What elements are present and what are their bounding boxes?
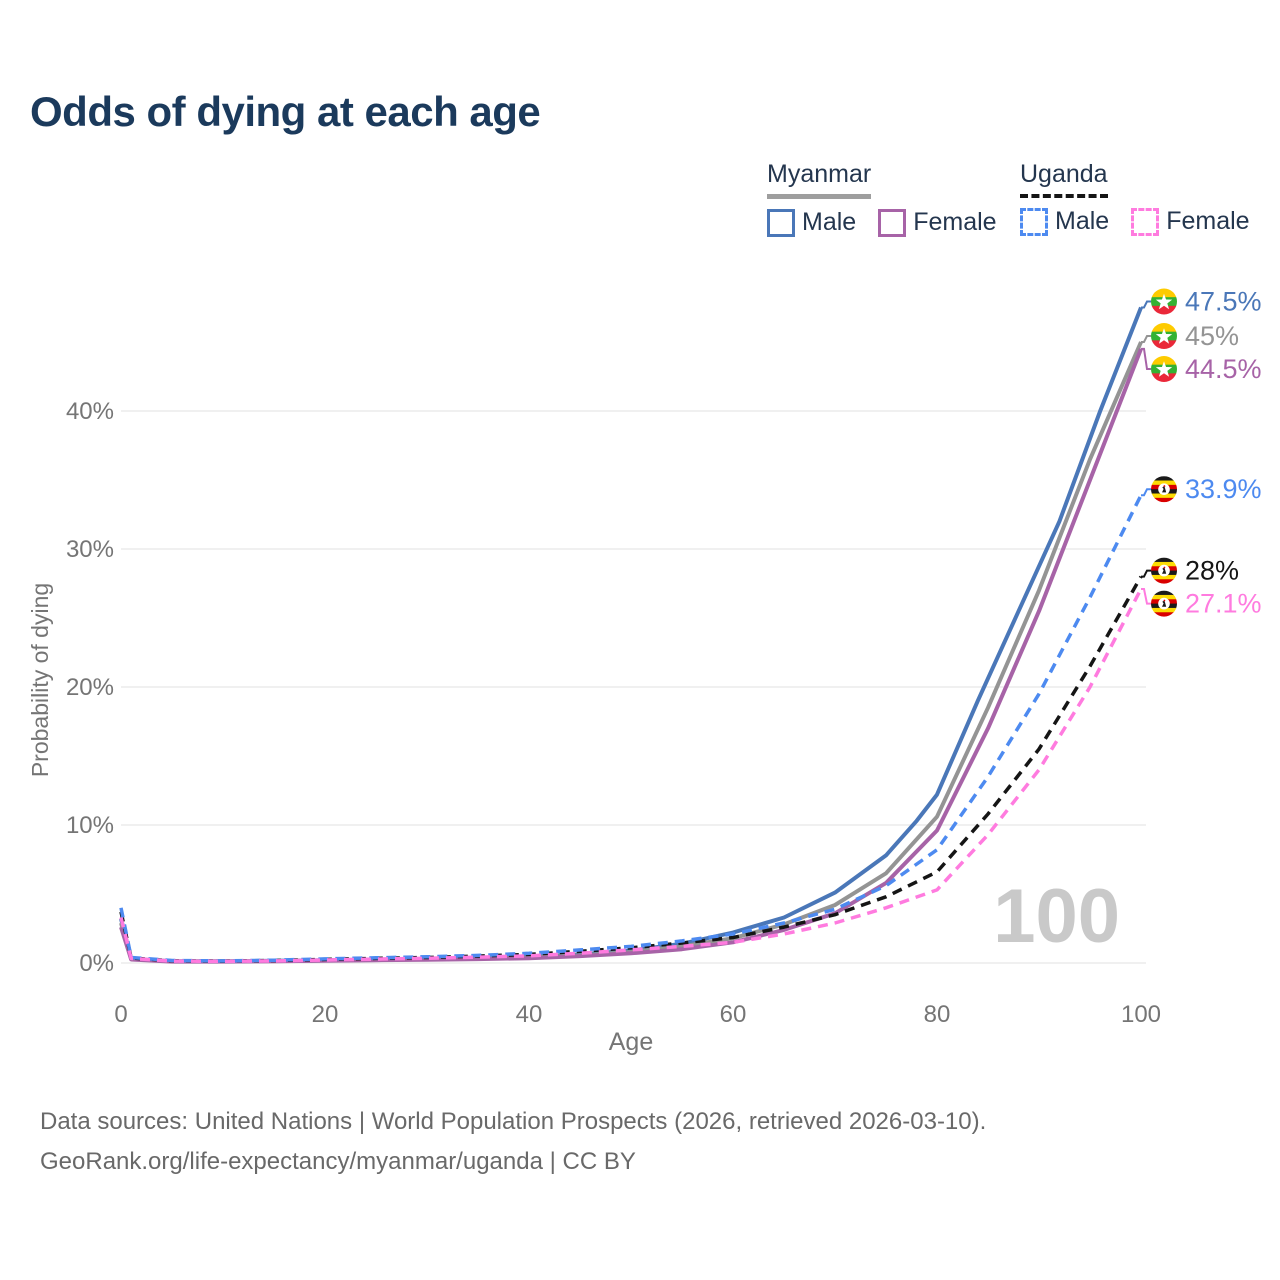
end-value-label-uganda-both: 28% <box>1185 556 1239 586</box>
series-line-myanmar-both[interactable] <box>119 341 1143 964</box>
end-value-label-myanmar-both: 45% <box>1185 321 1239 351</box>
legend-group-myanmar: Myanmar Male Female <box>767 160 997 237</box>
page-title: Odds of dying at each age <box>30 88 541 135</box>
legend-swatch-myanmar-male-icon[interactable] <box>767 208 795 237</box>
legend-swatch-uganda-female-icon[interactable] <box>1131 207 1160 236</box>
myanmar-flag-icon <box>1151 356 1177 382</box>
end-value-label-uganda-male: 33.9% <box>1185 474 1262 504</box>
end-value-label-uganda-female: 27.1% <box>1185 589 1262 619</box>
series-line-uganda-both[interactable] <box>119 575 1143 963</box>
series-line-uganda-female[interactable] <box>119 588 1143 964</box>
legend-group-uganda: Uganda Male Female <box>1020 160 1250 236</box>
watermark-age: 100 <box>993 874 1120 959</box>
x-tick-label: 0 <box>114 1001 127 1028</box>
legend-label-myanmar-female: Female <box>913 208 997 236</box>
legend-label-uganda-female: Female <box>1166 207 1250 235</box>
x-tick-label: 80 <box>924 1001 951 1028</box>
uganda-flag-icon <box>1151 557 1177 584</box>
end-value-label-myanmar-male: 47.5% <box>1185 287 1262 317</box>
y-tick-label: 10% <box>66 812 114 839</box>
end-value-label-myanmar-female: 44.5% <box>1185 354 1262 384</box>
end-label-connector <box>1141 588 1151 605</box>
legend-label-myanmar-male: Male <box>802 208 857 236</box>
x-tick-label: 20 <box>312 1001 339 1028</box>
series-line-myanmar-female[interactable] <box>119 348 1143 964</box>
legend-item-uganda-female[interactable]: Female <box>1131 207 1250 236</box>
uganda-flag-icon <box>1151 590 1177 617</box>
legend-item-uganda-male[interactable]: Male <box>1020 207 1109 236</box>
y-tick-label: 40% <box>66 398 114 425</box>
legend-swatch-myanmar-female-icon[interactable] <box>878 208 907 237</box>
uganda-flag-icon <box>1151 476 1177 503</box>
legend-item-myanmar-female[interactable]: Female <box>878 208 997 237</box>
legend-item-myanmar-male[interactable]: Male <box>767 208 856 237</box>
end-label-connector <box>1141 488 1151 497</box>
y-tick-label: 30% <box>66 536 114 563</box>
legend-swatch-uganda-male-icon[interactable] <box>1020 207 1048 236</box>
myanmar-flag-icon <box>1151 288 1177 315</box>
legend-label-uganda-male: Male <box>1055 207 1110 235</box>
x-tick-label: 60 <box>720 1001 747 1028</box>
series-line-myanmar-male[interactable] <box>119 306 1143 964</box>
series-line-uganda-male[interactable] <box>119 494 1143 963</box>
y-axis-title: Probability of dying <box>27 583 53 777</box>
x-tick-label: 40 <box>516 1001 543 1028</box>
x-axis-title: Age <box>609 1028 653 1056</box>
end-label-connector <box>1141 300 1151 309</box>
x-tick-label: 100 <box>1121 1001 1161 1028</box>
end-label-connector <box>1141 569 1151 578</box>
footer-attribution: GeoRank.org/life-expectancy/myanmar/ugan… <box>40 1148 636 1175</box>
end-label-connector <box>1141 347 1151 370</box>
myanmar-flag-icon <box>1151 323 1177 349</box>
end-label-connector <box>1141 335 1151 343</box>
y-tick-label: 0% <box>79 950 114 977</box>
legend-header-myanmar: Myanmar <box>767 160 872 199</box>
y-tick-label: 20% <box>66 674 114 701</box>
legend-header-uganda: Uganda <box>1020 160 1108 198</box>
footer-sources: Data sources: United Nations | World Pop… <box>40 1108 987 1135</box>
